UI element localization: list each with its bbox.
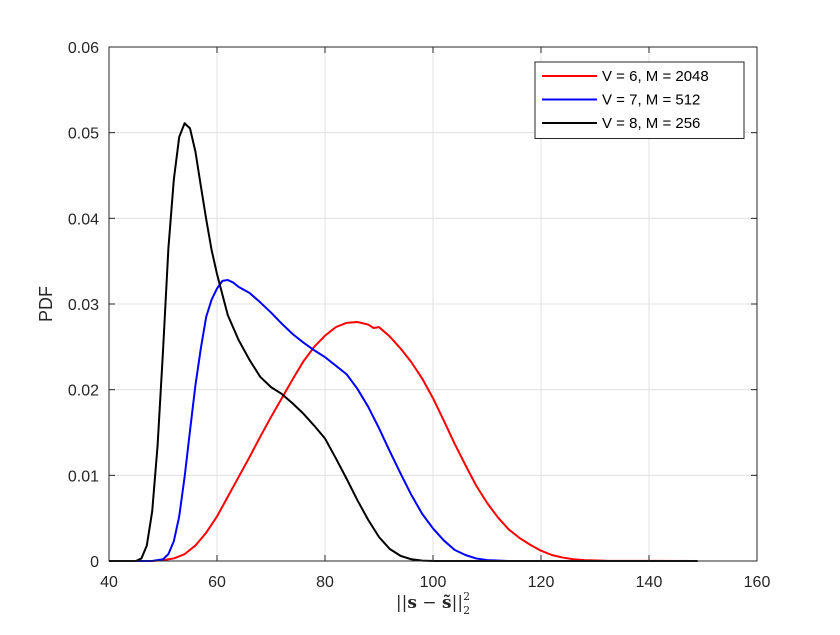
y-tick-label: 0.06 bbox=[68, 40, 99, 57]
y-tick-label: 0.02 bbox=[68, 383, 99, 400]
x-tick-label: 100 bbox=[420, 574, 447, 591]
x-tick-label: 140 bbox=[636, 574, 663, 591]
legend-label: V = 6, M = 2048 bbox=[602, 68, 709, 85]
y-tick-label: 0.05 bbox=[68, 126, 99, 143]
x-tick-label: 40 bbox=[100, 574, 118, 591]
axis-ticks: 40 60 80 100 120 140 160 0 0.01 0.02 0.03 0.04 0.05 0… bbox=[68, 40, 771, 591]
series-line-v-6-m-2048 bbox=[109, 320, 698, 562]
legend: V = 6, M = 2048 V = 7, M = 512 V = 8, M = … bbox=[534, 61, 745, 139]
y-tick-label: 0.01 bbox=[68, 468, 99, 485]
y-tick-label: 0 bbox=[90, 554, 99, 571]
x-tick-label: 120 bbox=[528, 574, 555, 591]
x-axis-label: ||s − s̃||2 2 bbox=[396, 590, 470, 617]
legend-label: V = 8, M = 256 bbox=[602, 115, 700, 132]
series-line-v-8-m-256 bbox=[109, 122, 698, 562]
x-tick-label: 160 bbox=[744, 574, 771, 591]
series-lines bbox=[109, 122, 698, 562]
y-axis-label: PDF bbox=[36, 286, 56, 322]
x-tick-label: 60 bbox=[208, 574, 226, 591]
series-line-v-7-m-512 bbox=[109, 279, 698, 562]
legend-label: V = 7, M = 512 bbox=[602, 92, 700, 109]
y-tick-label: 0.03 bbox=[68, 297, 99, 314]
x-tick-label: 80 bbox=[316, 574, 334, 591]
x-axis-label-text: ||s − s̃||2 2 bbox=[396, 590, 470, 617]
y-tick-label: 0.04 bbox=[68, 211, 99, 228]
